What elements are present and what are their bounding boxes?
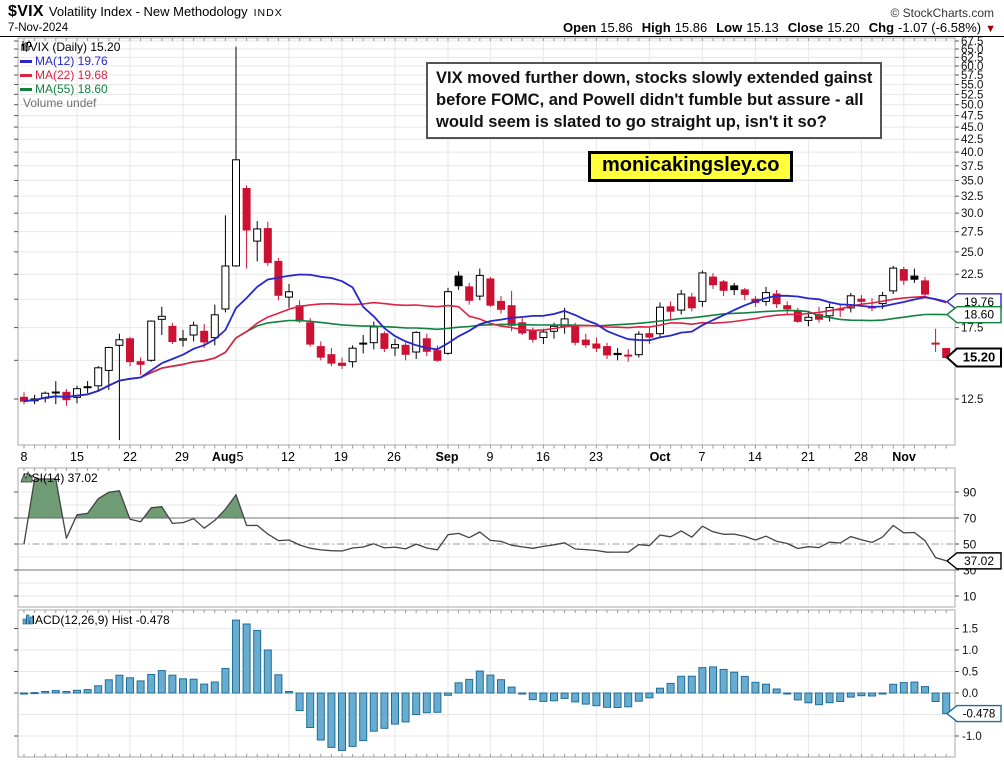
svg-text:Aug: Aug [212, 450, 236, 464]
svg-text:62.5: 62.5 [961, 52, 983, 64]
chg-label: Chg [868, 20, 895, 35]
macd-legend: MACD(12,26,9) Hist -0.478 [22, 613, 170, 627]
svg-text:1.5: 1.5 [962, 624, 978, 636]
svg-text:37.02: 37.02 [964, 554, 994, 568]
svg-text:17.5: 17.5 [961, 323, 983, 335]
svg-text:90: 90 [963, 486, 977, 500]
svg-text:42.5: 42.5 [961, 134, 983, 146]
close-value: 15.20 [827, 20, 860, 35]
svg-text:12.5: 12.5 [961, 394, 983, 406]
legend-volume-row: Volume undef [20, 43, 120, 110]
svg-text:60.0: 60.0 [961, 61, 983, 73]
header-divider [0, 36, 1004, 37]
stockcharts-credit: © StockCharts.com [890, 6, 994, 20]
exchange-tag: INDX [253, 7, 283, 19]
svg-text:Oct: Oct [650, 450, 672, 464]
ma12-line-swatch [20, 59, 32, 63]
low-value: 15.13 [746, 20, 779, 35]
chg-value: -1.07 (-6.58%) [898, 20, 982, 35]
svg-text:5: 5 [237, 450, 244, 464]
svg-text:0.5: 0.5 [962, 667, 978, 679]
annotation-box: VIX moved further down, stocks slowly ex… [426, 62, 883, 139]
svg-text:0.0: 0.0 [962, 688, 978, 700]
svg-text:50.0: 50.0 [961, 100, 983, 112]
ma22-line-swatch [20, 73, 32, 77]
svg-text:19.76: 19.76 [964, 295, 994, 309]
svg-text:14: 14 [748, 450, 762, 464]
svg-text:70: 70 [963, 512, 977, 526]
svg-text:22.5: 22.5 [961, 269, 983, 281]
quote-bar: Open 15.86 High 15.86 Low 15.13 Close 15.20 Chg -… [563, 20, 996, 35]
svg-text:21: 21 [801, 450, 815, 464]
svg-text:12: 12 [281, 450, 295, 464]
chart-date: 7-Nov-2024 [8, 22, 69, 34]
svg-text:Nov: Nov [892, 450, 916, 464]
svg-text:37.5: 37.5 [961, 161, 983, 173]
svg-text:40.0: 40.0 [961, 147, 983, 159]
svg-text:8: 8 [21, 450, 28, 464]
svg-text:22: 22 [123, 450, 137, 464]
annotation-line-1: VIX moved further down, stocks slowly ex… [436, 69, 873, 87]
svg-text:27.5: 27.5 [961, 227, 983, 239]
legend-ma22-text: MA(22) 19.68 [35, 68, 108, 82]
svg-text:15: 15 [70, 450, 84, 464]
annotation-line-3: would seem is slated to go straight up, … [436, 113, 827, 131]
rsi-legend-text: RSI(14) 37.02 [23, 471, 98, 485]
close-label: Close [787, 20, 824, 35]
svg-text:50: 50 [963, 538, 977, 552]
svg-text:65.0: 65.0 [961, 44, 983, 56]
high-value: 15.86 [674, 20, 708, 35]
svg-text:-0.478: -0.478 [963, 709, 996, 721]
annotation-line-2: before FOMC, and Powell didn't fumble bu… [436, 91, 864, 109]
svg-text:67.5: 67.5 [961, 36, 983, 48]
legend-ma55-text: MA(55) 18.60 [35, 82, 108, 96]
svg-text:30.0: 30.0 [961, 208, 983, 220]
open-value: 15.86 [600, 20, 633, 35]
svg-text:15.20: 15.20 [963, 350, 996, 365]
legend-ma55-row: MA(55) 18.60 [20, 82, 120, 96]
svg-text:19: 19 [334, 450, 348, 464]
legend-volume-text: Volume undef [23, 96, 97, 110]
svg-text:1.0: 1.0 [962, 645, 978, 657]
svg-text:Sep: Sep [436, 450, 459, 464]
legend-ma12-row: MA(12) 19.76 [20, 54, 120, 68]
symbol-name: Volatility Index - New Methodology [48, 4, 248, 19]
svg-text:25.0: 25.0 [961, 247, 983, 259]
legend-symbol-text: $VIX (Daily) 15.20 [23, 40, 121, 54]
chart-header: $VIX Volatility Index - New Methodology IN… [8, 3, 283, 21]
svg-text:52.5: 52.5 [961, 89, 983, 101]
legend-ma22-row: MA(22) 19.68 [20, 68, 120, 82]
down-arrow-icon: ▼ [985, 23, 996, 35]
symbol: $VIX [8, 3, 44, 20]
legend-ma12-text: MA(12) 19.76 [35, 54, 108, 68]
svg-text:57.5: 57.5 [961, 70, 983, 82]
svg-text:26: 26 [387, 450, 401, 464]
ma55-line-swatch [20, 87, 32, 91]
macd-legend-text: MACD(12,26,9) Hist -0.478 [25, 613, 170, 627]
svg-text:7: 7 [699, 450, 706, 464]
svg-text:10: 10 [963, 590, 977, 604]
svg-text:47.5: 47.5 [961, 111, 983, 123]
svg-text:35.0: 35.0 [961, 175, 983, 187]
price-legend: $VIX (Daily) 15.20 MA(12) 19.76 MA(22) 1… [20, 40, 120, 110]
legend-symbol-row: $VIX (Daily) 15.20 [20, 40, 120, 54]
svg-text:45.0: 45.0 [961, 122, 983, 134]
svg-text:18.60: 18.60 [964, 308, 994, 322]
rsi-legend: RSI(14) 37.02 [20, 471, 98, 485]
high-label: High [641, 20, 671, 35]
svg-text:16: 16 [536, 450, 550, 464]
site-watermark-badge: monicakingsley.co [588, 151, 794, 182]
svg-text:28: 28 [854, 450, 868, 464]
svg-text:23: 23 [589, 450, 603, 464]
low-label: Low [716, 20, 743, 35]
svg-text:9: 9 [487, 450, 494, 464]
svg-text:32.5: 32.5 [961, 191, 983, 203]
open-label: Open [563, 20, 597, 35]
svg-text:29: 29 [175, 450, 189, 464]
svg-text:55.0: 55.0 [961, 79, 983, 91]
svg-text:-1.0: -1.0 [962, 731, 982, 743]
